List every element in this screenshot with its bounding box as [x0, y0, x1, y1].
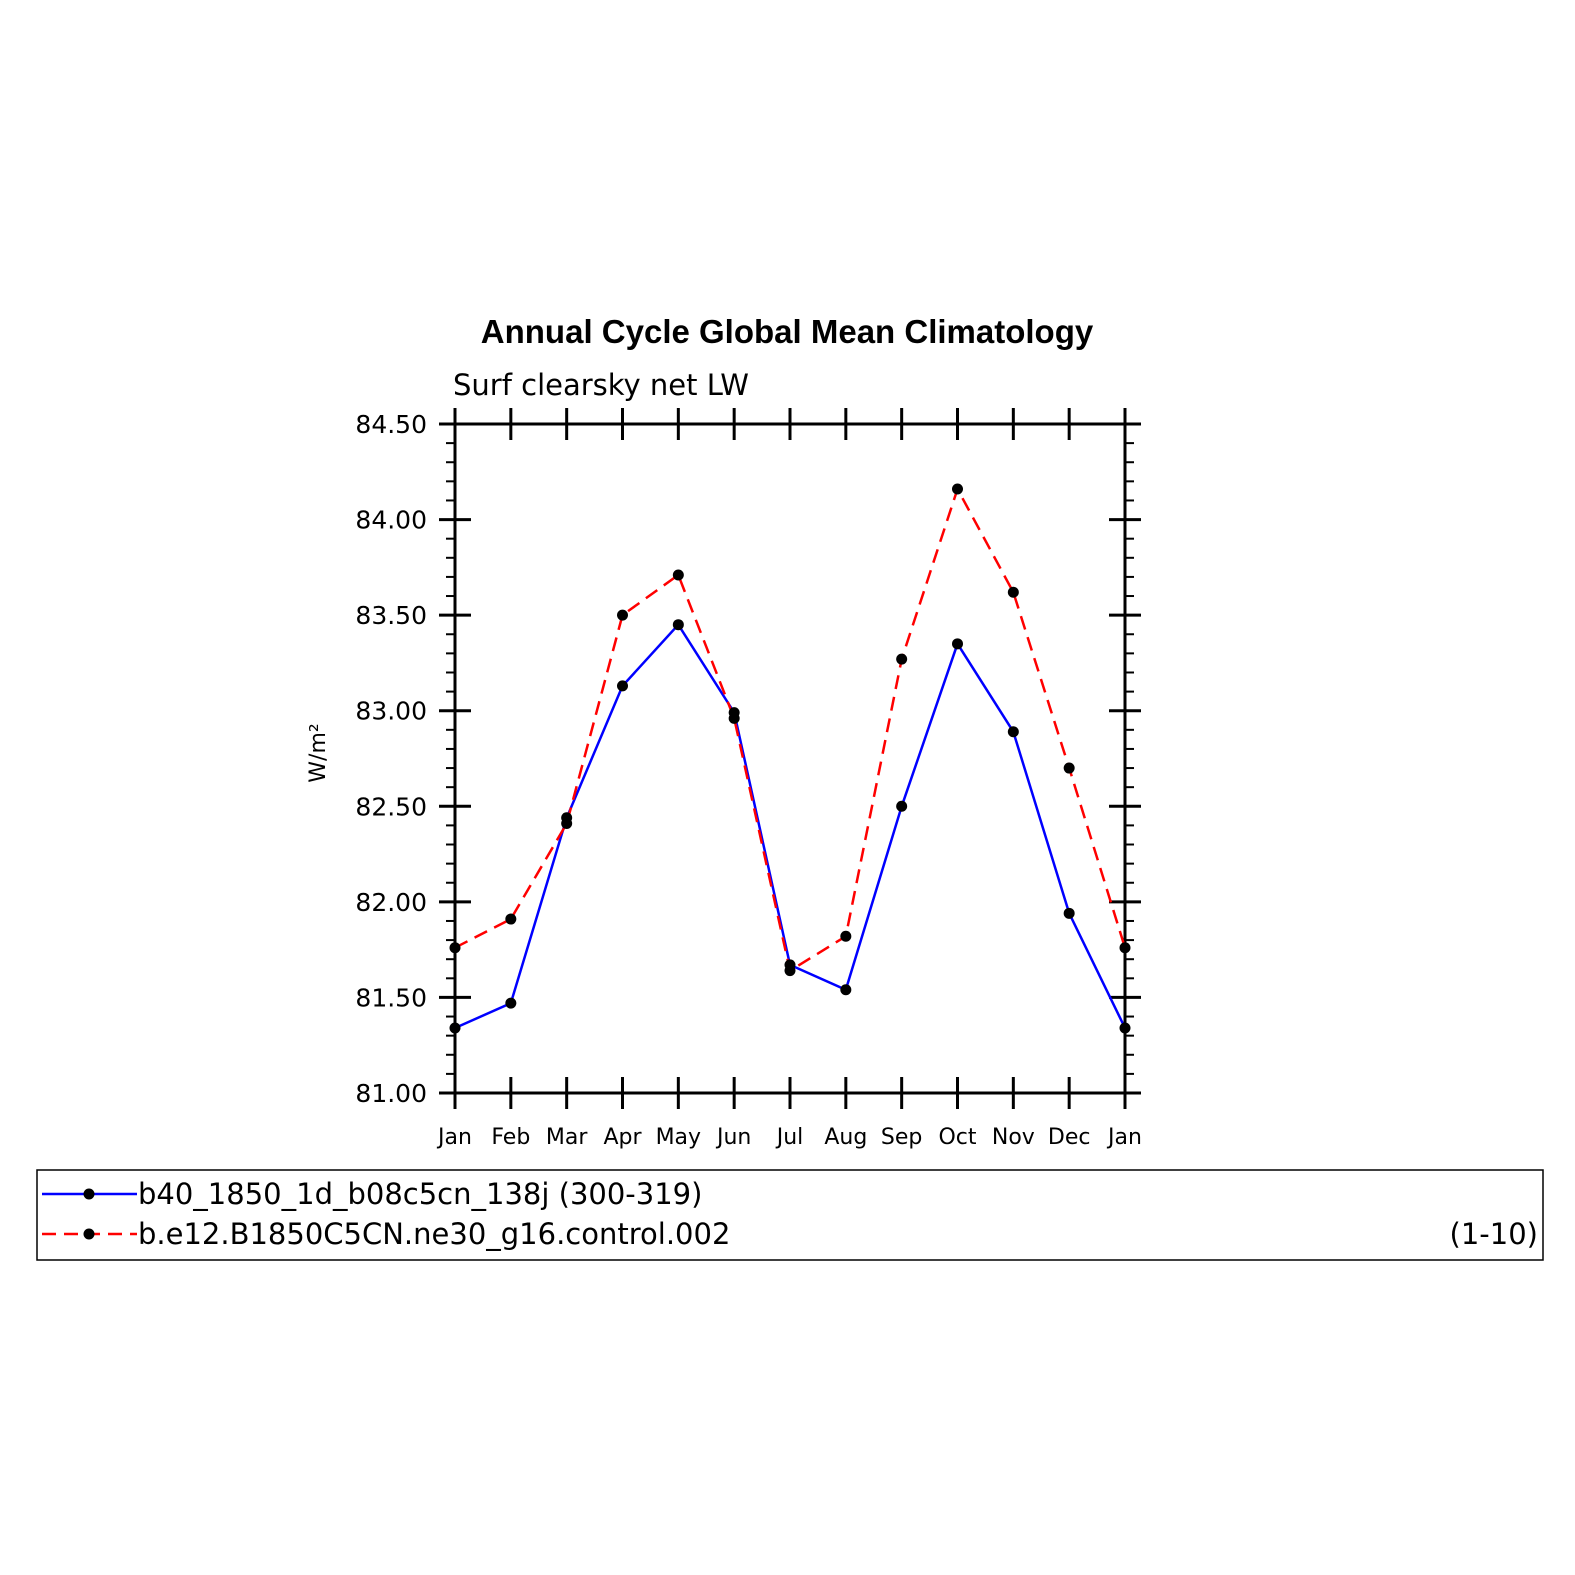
y-tick-label: 81.50	[355, 983, 427, 1012]
data-point-series-2	[672, 569, 684, 581]
data-point-series-2	[896, 653, 908, 665]
data-point-series-2	[952, 483, 963, 495]
data-point-series-2	[561, 817, 573, 829]
data-point-series-1	[840, 984, 852, 996]
legend-label-1: b40_1850_1d_b08c5cn_138j (300-319)	[138, 1177, 702, 1211]
x-tick-label: Jun	[715, 1125, 751, 1150]
data-point-series-1	[617, 680, 628, 692]
x-tick-label: Aug	[824, 1125, 867, 1150]
data-point-series-1	[896, 800, 908, 812]
data-point-series-1	[449, 1022, 461, 1034]
data-point-series-2	[449, 942, 461, 954]
legend-label-2: b.e12.B1850C5CN.ne30_g16.control.002	[138, 1217, 730, 1251]
y-tick-label: 82.50	[355, 792, 427, 821]
data-point-series-2	[728, 712, 740, 724]
data-point-series-1	[505, 997, 517, 1009]
legend-marker-2	[83, 1228, 95, 1240]
x-tick-label: Dec	[1048, 1125, 1091, 1150]
x-tick-label: May	[656, 1125, 701, 1150]
x-tick-label: Oct	[938, 1125, 976, 1150]
legend-period-2: (1-10)	[1450, 1217, 1538, 1251]
data-point-series-2	[784, 965, 796, 977]
y-tick-label: 83.00	[355, 697, 427, 726]
x-tick-label: Feb	[491, 1125, 530, 1150]
x-tick-label: Jan	[1106, 1125, 1142, 1150]
legend-marker-1	[83, 1188, 95, 1200]
data-point-series-2	[1007, 586, 1019, 598]
data-point-series-2	[1063, 762, 1075, 774]
x-tick-labels: Jan Feb Mar Apr May Jun Jul Aug Sep Oct Nov Dec Jan	[436, 1125, 1142, 1150]
y-tick-label: 84.50	[355, 410, 427, 439]
data-point-series-2	[505, 913, 517, 925]
y-tick-label: 83.50	[355, 601, 427, 630]
x-tick-label: Apr	[603, 1125, 642, 1150]
series-points	[449, 483, 1131, 1034]
data-point-series-1	[672, 619, 684, 631]
x-tick-label: Jan	[436, 1125, 472, 1150]
axis-ticks	[439, 408, 1141, 1109]
y-tick-label: 81.00	[355, 1079, 427, 1108]
y-axis-label: W/m²	[306, 723, 331, 782]
data-point-series-1	[952, 638, 963, 650]
data-point-series-2	[617, 609, 628, 621]
y-tick-label: 82.00	[355, 888, 427, 917]
x-tick-label: Mar	[546, 1125, 588, 1150]
data-point-series-1	[1119, 1022, 1131, 1034]
data-point-series-2	[840, 930, 852, 942]
x-tick-label: Jul	[775, 1125, 804, 1150]
chart-subtitle: Surf clearsky net LW	[453, 368, 749, 402]
data-point-series-1	[1007, 726, 1019, 738]
y-tick-label: 84.00	[355, 506, 427, 535]
series-lines	[454, 485, 1127, 1030]
x-tick-label: Sep	[881, 1125, 922, 1150]
chart-title: Annual Cycle Global Mean Climatology	[481, 313, 1094, 350]
x-tick-label: Nov	[992, 1125, 1035, 1150]
legend: b40_1850_1d_b08c5cn_138j (300-319) b.e12.…	[42, 1177, 1538, 1251]
y-tick-labels: 81.00 81.50 82.00 82.50 83.00 83.50 84.00 84.50	[355, 410, 427, 1108]
legend-box	[36, 1169, 1544, 1261]
plot-frame	[453, 422, 1127, 1095]
data-point-series-1	[1063, 907, 1075, 919]
data-point-series-2	[1119, 942, 1131, 954]
series-line-2	[454, 485, 1127, 973]
